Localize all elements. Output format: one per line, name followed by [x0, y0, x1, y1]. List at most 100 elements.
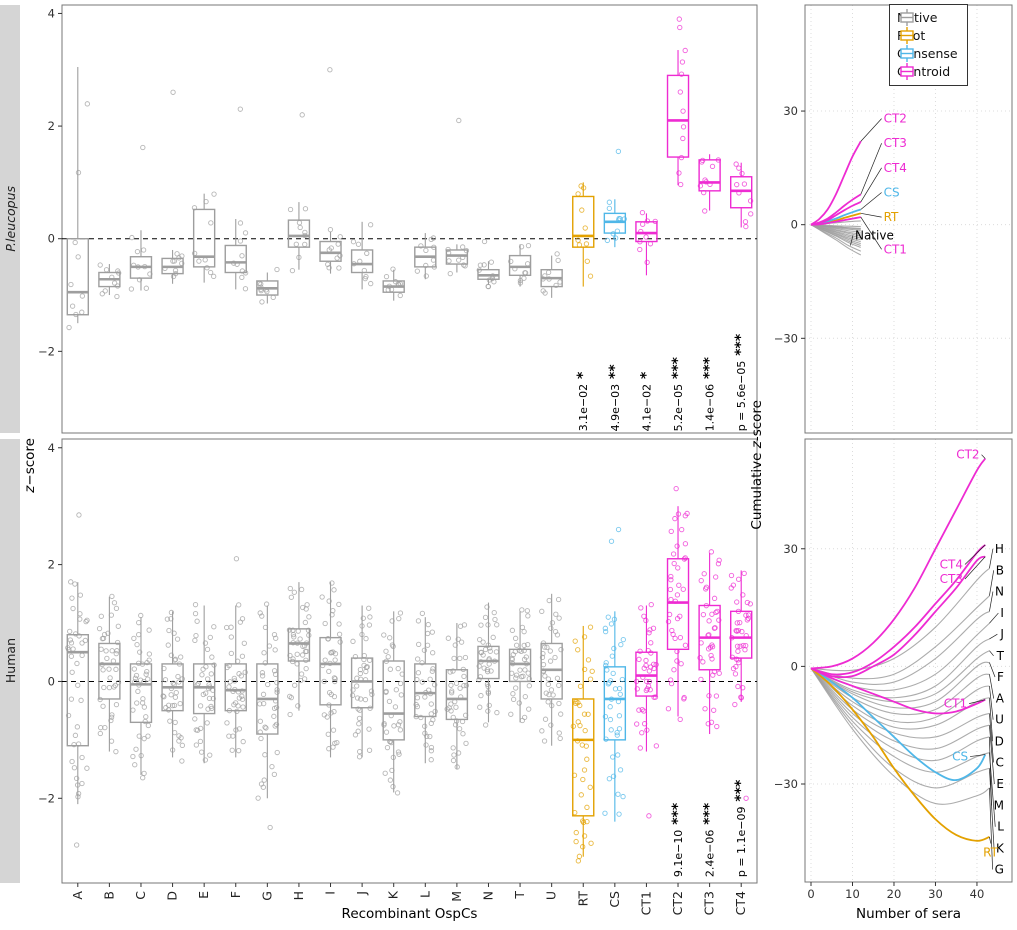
- svg-text:B: B: [101, 891, 116, 900]
- svg-text:CT1: CT1: [884, 242, 907, 256]
- svg-text:0: 0: [48, 674, 55, 688]
- svg-text:CT1: CT1: [944, 697, 967, 711]
- cumulative-italic-z: z: [749, 441, 765, 449]
- svg-text:CS: CS: [607, 891, 622, 908]
- facet-strip-pleucopus-label: P.leucopus: [2, 186, 18, 252]
- svg-text:G: G: [995, 862, 1004, 876]
- svg-text:CT2: CT2: [670, 891, 685, 915]
- svg-text:−2: −2: [38, 791, 55, 805]
- svg-text:2: 2: [48, 119, 55, 133]
- svg-text:4.9e−03 **: 4.9e−03 **: [607, 364, 623, 432]
- svg-text:RT: RT: [884, 210, 899, 224]
- svg-text:0: 0: [791, 659, 798, 673]
- svg-text:CT3: CT3: [702, 891, 717, 915]
- svg-text:CT3: CT3: [940, 572, 963, 586]
- consense-boxplot-glyph-icon: [900, 45, 914, 62]
- svg-text:CT2: CT2: [884, 112, 907, 126]
- svg-text:Native: Native: [855, 228, 894, 242]
- svg-text:−2: −2: [38, 344, 55, 358]
- svg-text:F: F: [228, 891, 243, 898]
- legend-item-consense: Consense: [897, 45, 958, 62]
- svg-text:RT: RT: [575, 891, 590, 907]
- svg-text:RT: RT: [983, 846, 998, 860]
- facet-strip-human: Human: [0, 439, 20, 883]
- facet-strip-pleucopus: P.leucopus: [0, 5, 20, 433]
- boxplot-panel-pleucopus: −2 0 2 4 3.1e−02 * 4.9e−03 ** 4.1e−02 * 5.2e−05…: [38, 4, 758, 434]
- svg-text:4: 4: [48, 441, 55, 455]
- svg-text:D: D: [995, 734, 1004, 748]
- svg-text:p = 5.6e−05 ***: p = 5.6e−05 ***: [733, 333, 749, 431]
- x-axis-label-ospcs: Recombinant OspCs: [341, 906, 478, 922]
- svg-text:A: A: [996, 692, 1005, 706]
- legend: Native Root Consense Centroid: [889, 4, 968, 86]
- legend-item-native: Native: [897, 9, 958, 26]
- svg-text:30: 30: [928, 887, 943, 901]
- svg-text:30: 30: [783, 542, 798, 556]
- svg-text:B: B: [996, 563, 1004, 577]
- svg-text:2.4e−06 ***: 2.4e−06 ***: [702, 802, 718, 877]
- svg-text:0: 0: [807, 887, 814, 901]
- svg-text:H: H: [995, 542, 1004, 556]
- svg-text:5.2e−05 ***: 5.2e−05 ***: [670, 356, 686, 431]
- svg-text:2: 2: [48, 558, 55, 572]
- svg-text:CS: CS: [952, 750, 968, 764]
- svg-text:p = 1.1e−09 ***: p = 1.1e−09 ***: [733, 779, 749, 877]
- svg-text:20: 20: [887, 887, 902, 901]
- svg-text:0: 0: [48, 232, 55, 246]
- svg-text:CT4: CT4: [884, 161, 907, 175]
- svg-text:N: N: [995, 585, 1004, 599]
- svg-text:T: T: [512, 891, 527, 900]
- svg-text:CT2: CT2: [956, 448, 979, 462]
- svg-text:L: L: [417, 891, 432, 898]
- svg-text:I: I: [323, 891, 338, 895]
- svg-text:CS: CS: [884, 185, 900, 199]
- svg-text:−30: −30: [774, 777, 798, 791]
- svg-text:J: J: [354, 891, 369, 896]
- facet-strip-human-label: Human: [2, 638, 18, 684]
- cumulative-prefix: Cumulative: [749, 448, 765, 530]
- svg-text:10: 10: [845, 887, 860, 901]
- legend-item-centroid: Centroid: [897, 63, 958, 80]
- svg-text:CT4: CT4: [940, 557, 963, 571]
- svg-text:U: U: [544, 891, 559, 900]
- svg-text:L: L: [997, 820, 1004, 834]
- svg-text:T: T: [996, 649, 1005, 663]
- svg-text:D: D: [165, 891, 180, 901]
- svg-text:K: K: [996, 841, 1005, 855]
- svg-text:9.1e−10 ***: 9.1e−10 ***: [670, 802, 686, 877]
- cumulative-rest: -score: [749, 400, 765, 442]
- svg-text:0: 0: [791, 218, 798, 232]
- svg-text:U: U: [995, 713, 1004, 727]
- svg-text:CT1: CT1: [638, 891, 653, 915]
- root-boxplot-glyph-icon: [900, 27, 914, 44]
- svg-text:−30: −30: [774, 331, 798, 345]
- svg-text:C: C: [133, 891, 148, 900]
- svg-text:H: H: [291, 891, 306, 900]
- centroid-boxplot-glyph-icon: [900, 63, 914, 80]
- svg-text:E: E: [196, 891, 211, 899]
- svg-text:I: I: [1000, 606, 1004, 620]
- svg-text:3.1e−02 *: 3.1e−02 *: [575, 371, 591, 431]
- y-axis-label-cumulative: Cumulative z-score: [749, 0, 765, 930]
- svg-text:N: N: [480, 891, 495, 900]
- boxplot-panel-human: −2 0 2 4 A B C D E F G H I J K L M N T U RT CS CT1 CT2 CT3 CT4 9.1…: [38, 438, 758, 915]
- native-boxplot-glyph-icon: [900, 9, 914, 26]
- svg-text:CT3: CT3: [884, 136, 907, 150]
- svg-text:E: E: [996, 777, 1004, 791]
- svg-text:CT4: CT4: [733, 891, 748, 915]
- svg-text:4: 4: [48, 6, 55, 20]
- x-axis-label-sera: Number of sera: [856, 906, 961, 922]
- svg-text:F: F: [997, 670, 1004, 684]
- svg-text:30: 30: [783, 104, 798, 118]
- svg-text:K: K: [386, 890, 401, 899]
- svg-text:1.4e−06 ***: 1.4e−06 ***: [702, 356, 718, 431]
- svg-text:M: M: [449, 891, 464, 902]
- svg-text:A: A: [70, 891, 85, 900]
- svg-text:J: J: [999, 627, 1004, 641]
- svg-text:M: M: [994, 799, 1004, 813]
- svg-text:40: 40: [970, 887, 985, 901]
- svg-text:C: C: [996, 755, 1004, 769]
